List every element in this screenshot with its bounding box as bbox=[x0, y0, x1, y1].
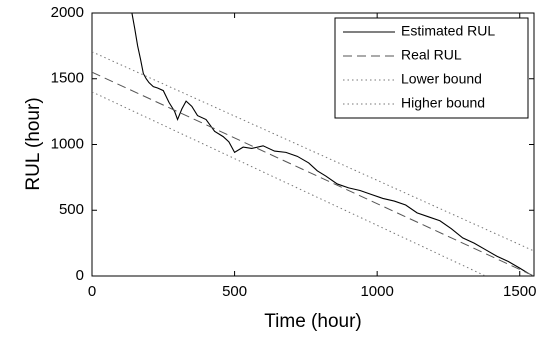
x-axis-label: Time (hour) bbox=[264, 311, 361, 332]
plot-lines bbox=[92, 13, 534, 276]
legend-box bbox=[334, 17, 529, 119]
x-tick-label: 1000 bbox=[360, 283, 393, 300]
legend-text: Real RUL bbox=[401, 47, 462, 63]
series-line bbox=[131, 13, 529, 274]
legend-text: Lower bound bbox=[401, 71, 482, 87]
x-tick-label: 500 bbox=[222, 283, 247, 300]
y-tick-label: 1000 bbox=[51, 135, 84, 152]
x-tick-label: 0 bbox=[88, 283, 96, 300]
y-tick-label: 1500 bbox=[51, 70, 84, 87]
series-line bbox=[92, 91, 486, 276]
y-axis-label: RUL (hour) bbox=[23, 97, 44, 190]
legend-text: Estimated RUL bbox=[401, 23, 495, 39]
series-line bbox=[92, 71, 534, 276]
y-tick-label: 500 bbox=[59, 201, 84, 218]
y-tick-label: 2000 bbox=[51, 4, 84, 21]
legend-text: Higher bound bbox=[401, 95, 485, 111]
y-tick-label: 0 bbox=[76, 267, 84, 284]
x-tick-label: 1500 bbox=[503, 283, 536, 300]
